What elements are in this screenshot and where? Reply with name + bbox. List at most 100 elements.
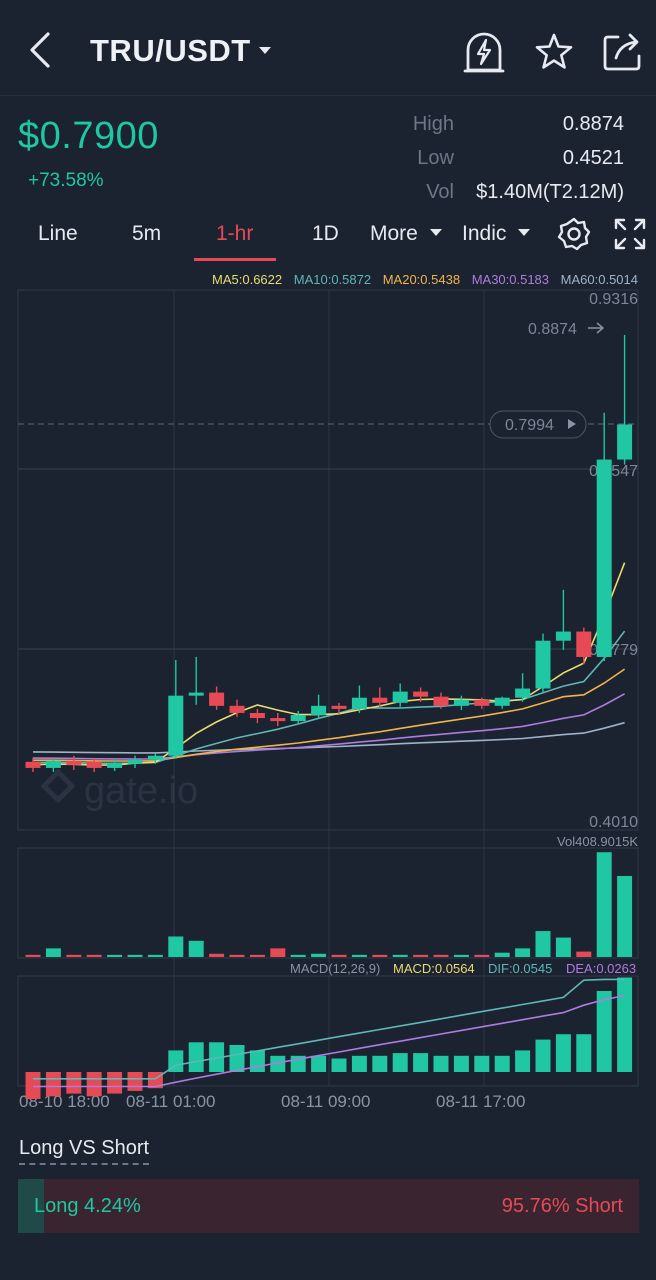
ma30-value: MA30:0.5183 xyxy=(471,272,550,287)
macd-histogram-bar xyxy=(311,1055,327,1072)
ma10-value: MA10:0.5872 xyxy=(293,272,372,287)
candle-up xyxy=(617,424,633,460)
macd-histogram-bar xyxy=(474,1055,490,1072)
last-price: $0.7900 xyxy=(18,115,159,157)
macd-histogram-bar xyxy=(45,1072,61,1097)
active-tab-indicator xyxy=(194,258,276,261)
macd-histogram-bar xyxy=(596,991,612,1072)
candle-up xyxy=(311,705,327,715)
current-price-marker-label: 0.7994 xyxy=(505,417,554,434)
macd-value: MACD:0.0564 xyxy=(393,961,475,976)
long-vs-short-title[interactable]: Long VS Short xyxy=(19,1137,150,1165)
tab-more-label: More xyxy=(370,222,418,245)
tab-1d[interactable]: 1D xyxy=(312,222,339,245)
price-pane-frame xyxy=(17,289,639,831)
macd-histogram-bar xyxy=(66,1072,82,1094)
time-label: 08-10 18:00 xyxy=(19,1092,110,1111)
time-label: 08-11 01:00 xyxy=(126,1092,215,1111)
back-arrow-icon[interactable] xyxy=(22,28,62,72)
price-change-percent: +73.58% xyxy=(28,170,104,191)
tab-5m[interactable]: 5m xyxy=(132,222,162,245)
candle-down xyxy=(229,705,245,713)
ma20-value: MA20:0.5438 xyxy=(382,272,461,287)
volume-bar xyxy=(147,954,163,957)
macd-histogram-bar xyxy=(127,1072,143,1091)
volume-pane-frame xyxy=(17,847,639,959)
volume-bar xyxy=(433,954,449,957)
dea-line xyxy=(33,994,625,1088)
volume-bar xyxy=(351,954,367,957)
macd-histogram-bar xyxy=(617,977,633,1072)
top-bar: TRU/USDT xyxy=(0,0,656,96)
candle-up xyxy=(555,631,571,641)
volume-bar xyxy=(453,954,469,957)
macd-histogram-bar xyxy=(453,1055,469,1072)
high-marker-arrow-icon xyxy=(588,322,605,334)
tab-line[interactable]: Line xyxy=(38,222,78,245)
moving-average-legend: MA5:0.6622 MA10:0.5872 MA20:0.5438 MA30:… xyxy=(204,272,638,287)
macd-histogram-bar xyxy=(555,1034,571,1072)
settings-gear-icon[interactable] xyxy=(556,216,592,252)
volume-label: Vol xyxy=(426,181,454,203)
ma60-value: MA60:0.5014 xyxy=(560,272,638,287)
candle-up xyxy=(147,755,163,760)
candle-up xyxy=(107,762,123,768)
macd-histogram-bar xyxy=(25,1072,41,1099)
macd-params: MACD(12,26,9) xyxy=(290,961,380,976)
ma60-line xyxy=(32,721,625,754)
volume-bar xyxy=(290,954,306,957)
share-icon[interactable] xyxy=(600,30,644,74)
current-price-marker[interactable] xyxy=(489,410,587,439)
volume-bar xyxy=(474,954,490,957)
candle-down xyxy=(66,760,82,765)
macd-histogram-bar xyxy=(331,1058,347,1072)
macd-histogram-bar xyxy=(351,1055,367,1072)
pair-dropdown-caret-icon[interactable] xyxy=(259,47,271,54)
candle-up xyxy=(290,714,306,722)
macd-histogram-bar xyxy=(168,1050,184,1072)
candle-down xyxy=(576,631,592,657)
volume-value: $1.40M(T2.12M) xyxy=(476,181,624,203)
indic-caret-icon xyxy=(518,228,531,236)
candle-down xyxy=(25,761,41,768)
price-axis-max: 0.9316 xyxy=(589,291,638,308)
candle-down xyxy=(474,699,490,706)
volume-bars-group xyxy=(25,852,633,957)
candle-down xyxy=(270,718,286,722)
volume-bar xyxy=(596,852,612,957)
ma5-value: MA5:0.6622 xyxy=(212,272,283,287)
macd-histogram-bar xyxy=(188,1042,204,1072)
tab-indic-label: Indic xyxy=(462,222,507,245)
tab-more[interactable]: More xyxy=(370,222,442,246)
star-icon[interactable] xyxy=(532,30,576,74)
volume-bar xyxy=(66,954,82,957)
tab-1hr[interactable]: 1-hr xyxy=(216,222,254,245)
volume-label: Vol408.9015K xyxy=(557,834,638,849)
candle-up xyxy=(494,697,510,706)
macd-histogram-bar xyxy=(576,1034,592,1072)
volume-bar xyxy=(107,954,123,957)
volume-bar xyxy=(372,954,388,957)
marker-arrow-icon xyxy=(568,419,576,429)
macd-histogram-bar xyxy=(249,1050,265,1072)
time-label: 08-11 09:00 xyxy=(281,1092,370,1111)
lightning-alert-icon[interactable] xyxy=(462,30,506,74)
volume-bar xyxy=(127,954,143,957)
fullscreen-expand-icon[interactable] xyxy=(612,216,648,252)
volume-bar xyxy=(331,954,347,957)
macd-histogram-bar xyxy=(270,1055,286,1072)
price-axis-grid-label: 0.7547 xyxy=(589,463,638,480)
pair-selector[interactable]: TRU/USDT xyxy=(90,33,251,68)
ma30-line xyxy=(32,693,625,760)
volume-bar xyxy=(86,954,102,957)
price-axis-min: 0.4010 xyxy=(589,814,638,831)
candles-group xyxy=(25,334,633,772)
volume-bar xyxy=(515,948,531,957)
tab-indicators[interactable]: Indic xyxy=(462,222,531,246)
long-short-ratio-bar: Long 4.24% 95.76% Short xyxy=(18,1179,639,1233)
volume-bar xyxy=(188,940,204,957)
candle-up xyxy=(168,695,184,756)
macd-histogram-bar xyxy=(229,1045,245,1072)
candlestick-chart[interactable]: gate.io 0.9316 0.7547 0.5779 0.4010 0.79… xyxy=(0,286,656,1116)
candle-up xyxy=(535,640,551,689)
